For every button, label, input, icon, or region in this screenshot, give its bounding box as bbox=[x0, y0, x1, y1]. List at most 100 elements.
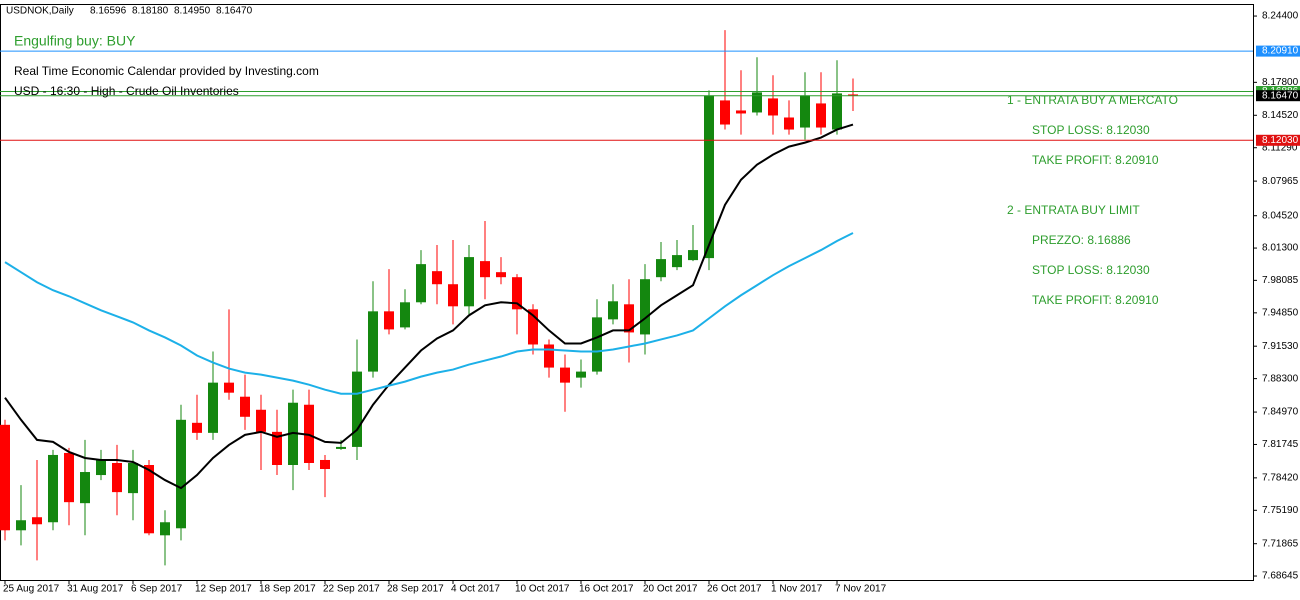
candle-body bbox=[144, 465, 154, 534]
candle-body bbox=[128, 462, 138, 494]
candle-body bbox=[320, 459, 330, 470]
y-tick-label: 7.98085 bbox=[1262, 275, 1299, 286]
x-tick-label: 1 Nov 2017 bbox=[771, 584, 823, 595]
candle-body bbox=[752, 92, 762, 113]
candle-body bbox=[256, 409, 266, 432]
level-label-box bbox=[1256, 90, 1300, 102]
x-tick-label: 7 Nov 2017 bbox=[835, 584, 887, 595]
x-tick-label: 22 Sep 2017 bbox=[323, 584, 380, 595]
x-tick-label: 18 Sep 2017 bbox=[259, 584, 316, 595]
annotation: USD - 16:30 - High - Crude Oil Inventori… bbox=[14, 84, 239, 98]
header-ohlc: 8.16470 bbox=[216, 6, 253, 17]
annotation: 2 - ENTRATA BUY LIMIT bbox=[1007, 203, 1140, 217]
x-tick-label: 28 Sep 2017 bbox=[387, 584, 444, 595]
candle-body bbox=[528, 309, 538, 345]
candle-body bbox=[272, 431, 282, 466]
y-tick-label: 8.01300 bbox=[1262, 243, 1299, 254]
candle-body bbox=[48, 454, 58, 523]
candle-body bbox=[704, 95, 714, 259]
x-tick-label: 20 Oct 2017 bbox=[643, 584, 698, 595]
x-tick-label: 12 Sep 2017 bbox=[195, 584, 252, 595]
y-tick-label: 7.71865 bbox=[1262, 538, 1299, 549]
candle-body bbox=[800, 95, 810, 128]
y-tick-label: 7.78420 bbox=[1262, 472, 1299, 483]
annotation: Real Time Economic Calendar provided by … bbox=[14, 64, 319, 78]
candle-body bbox=[432, 271, 442, 285]
level-label-box bbox=[1256, 134, 1300, 146]
level-label: 8.16470 bbox=[1262, 90, 1299, 101]
x-tick-label: 31 Aug 2017 bbox=[67, 584, 124, 595]
y-tick-label: 8.24400 bbox=[1262, 11, 1299, 22]
y-tick-label: 7.81745 bbox=[1262, 439, 1299, 450]
candle-body bbox=[32, 517, 42, 525]
candle-body bbox=[208, 382, 218, 433]
y-tick-label: 7.84970 bbox=[1262, 407, 1299, 418]
candle-body bbox=[176, 419, 186, 529]
y-tick-label: 7.94850 bbox=[1262, 307, 1299, 318]
annotation: PREZZO: 8.16886 bbox=[1032, 233, 1131, 247]
candle-body bbox=[240, 396, 250, 417]
candle-body bbox=[768, 98, 778, 116]
level-label: 8.12030 bbox=[1262, 135, 1299, 146]
x-tick-label: 4 Oct 2017 bbox=[451, 584, 500, 595]
x-tick-label: 25 Aug 2017 bbox=[3, 584, 60, 595]
candle-body bbox=[336, 446, 346, 449]
candle-body bbox=[672, 255, 682, 268]
candle-body bbox=[416, 264, 426, 303]
candle-body bbox=[688, 250, 698, 261]
candle-body bbox=[720, 100, 730, 125]
moving-average bbox=[4, 123, 854, 490]
candle-body bbox=[608, 301, 618, 320]
candle-body bbox=[80, 472, 90, 504]
candle-body bbox=[736, 110, 746, 114]
candle-body bbox=[656, 259, 666, 278]
y-tick-label: 8.07965 bbox=[1262, 176, 1299, 187]
candle-body bbox=[96, 459, 106, 476]
candle-body bbox=[832, 93, 842, 130]
y-tick-label: 7.68645 bbox=[1262, 571, 1299, 582]
candle-body bbox=[480, 261, 490, 278]
x-tick-label: 16 Oct 2017 bbox=[579, 584, 634, 595]
candle-body bbox=[400, 302, 410, 328]
symbol: USDNOK,Daily bbox=[6, 6, 74, 17]
candle-body bbox=[576, 371, 586, 378]
candle-body bbox=[624, 304, 634, 333]
y-tick-label: 8.14520 bbox=[1262, 110, 1299, 121]
plot-frame bbox=[0, 4, 1254, 581]
candle-body bbox=[816, 103, 826, 128]
y-tick-label: 7.91530 bbox=[1262, 341, 1299, 352]
annotation: Engulfing buy: BUY bbox=[14, 33, 136, 49]
level-label: 8.20910 bbox=[1262, 46, 1299, 57]
candle-body bbox=[384, 311, 394, 330]
candle-body bbox=[512, 277, 522, 310]
annotation: 1 - ENTRATA BUY A MERCATO bbox=[1007, 93, 1178, 107]
moving-average bbox=[4, 232, 854, 395]
candle-body bbox=[560, 367, 570, 383]
candle-body bbox=[0, 424, 10, 531]
candle-body bbox=[112, 462, 122, 493]
candle-body bbox=[496, 272, 506, 278]
candle-body bbox=[640, 279, 650, 335]
x-tick-label: 26 Oct 2017 bbox=[707, 584, 762, 595]
x-tick-label: 10 Oct 2017 bbox=[515, 584, 570, 595]
annotation: STOP LOSS: 8.12030 bbox=[1032, 123, 1150, 137]
y-tick-label: 8.17800 bbox=[1262, 77, 1299, 88]
candle-body bbox=[464, 257, 474, 307]
candle-body bbox=[64, 452, 74, 503]
header-ohlc: 8.18180 bbox=[132, 6, 169, 17]
candle-body bbox=[192, 422, 202, 433]
y-tick-label: 8.04520 bbox=[1262, 210, 1299, 221]
candle-body bbox=[352, 371, 362, 447]
y-tick-label: 7.88300 bbox=[1262, 373, 1299, 384]
level-label-box bbox=[1256, 45, 1300, 57]
candle-body bbox=[160, 522, 170, 536]
annotation: TAKE PROFIT: 8.20910 bbox=[1032, 153, 1159, 167]
candle-body bbox=[592, 317, 602, 372]
candle-body bbox=[544, 344, 554, 368]
candle-body bbox=[224, 382, 234, 393]
annotation: STOP LOSS: 8.12030 bbox=[1032, 263, 1150, 277]
candle-body bbox=[368, 311, 378, 372]
candle-body bbox=[16, 520, 26, 531]
